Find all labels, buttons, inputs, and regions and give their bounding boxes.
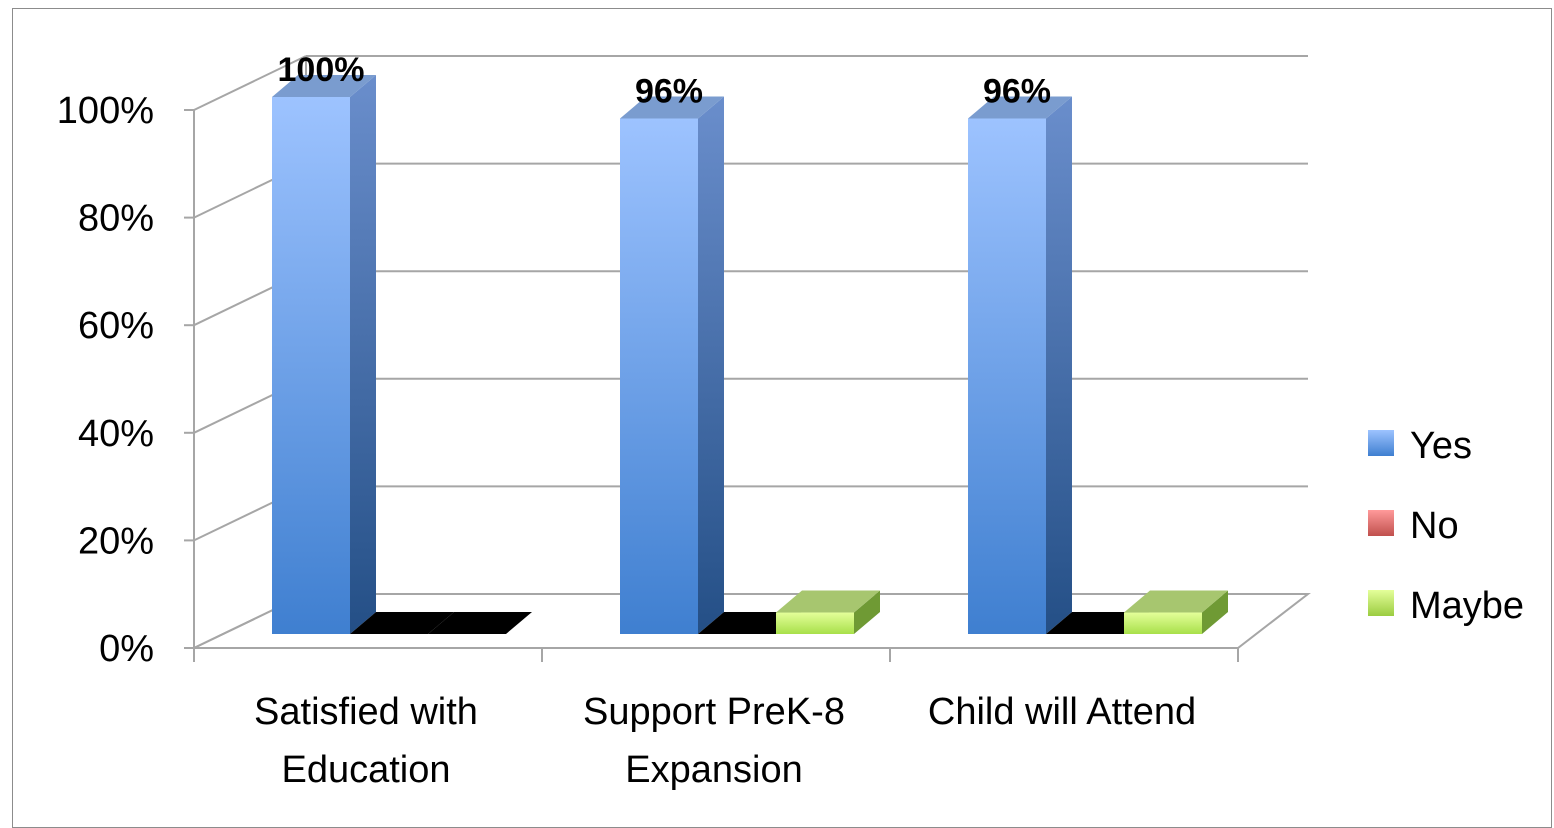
y-tick-label: 80% xyxy=(78,198,154,240)
bar-maybe xyxy=(428,612,532,634)
bar-maybe-side xyxy=(854,590,880,634)
y-tick-label: 40% xyxy=(78,413,154,455)
bar-yes xyxy=(968,118,1046,635)
bar-yes xyxy=(620,118,698,635)
chart-frame xyxy=(12,8,1552,828)
data-labels: 100% 96% 96% xyxy=(278,51,1052,110)
legend-swatch-no xyxy=(1368,510,1394,536)
category-labels: Satisfied with Education Support PreK-8 Exp… xyxy=(254,691,1196,791)
gridlines xyxy=(193,55,1308,649)
legend-label-no: No xyxy=(1410,505,1459,547)
category-label: Child will Attend xyxy=(928,691,1196,733)
y-tick-label: 0% xyxy=(99,628,154,670)
legend-label-maybe: Maybe xyxy=(1410,585,1524,627)
axes xyxy=(184,109,1239,662)
data-label: 100% xyxy=(278,51,365,89)
gridline-side xyxy=(193,55,307,111)
bar-yes-side xyxy=(698,96,724,635)
legend-swatch-maybe xyxy=(1368,590,1394,616)
legend: Yes No Maybe xyxy=(1368,425,1524,627)
bar-yes-side xyxy=(350,75,376,634)
bar-maybe xyxy=(1124,612,1202,634)
data-label: 96% xyxy=(983,72,1051,110)
bar-maybe-top xyxy=(776,590,880,613)
bar-yes-side xyxy=(1046,96,1072,635)
category-label: Education xyxy=(281,749,450,791)
y-axis-tick-labels: 0% 20% 40% 60% 80% 100% xyxy=(57,90,154,670)
bar-yes xyxy=(272,97,350,634)
legend-label-yes: Yes xyxy=(1410,425,1472,467)
bar-no xyxy=(350,612,454,634)
category-label: Expansion xyxy=(625,749,802,791)
y-tick-label: 20% xyxy=(78,520,154,562)
bar-yes-top xyxy=(620,96,724,119)
data-label: 96% xyxy=(635,72,703,110)
bar-maybe xyxy=(776,612,854,634)
bar-maybe-side xyxy=(1202,590,1228,634)
bars xyxy=(272,75,1228,635)
bar-maybe-top xyxy=(1124,590,1228,613)
bar-yes-top xyxy=(968,96,1072,119)
category-label: Satisfied with xyxy=(254,691,478,733)
y-tick-label: 100% xyxy=(57,90,154,132)
legend-swatch-yes xyxy=(1368,430,1394,456)
bar-yes-top xyxy=(272,75,376,97)
category-label: Support PreK-8 xyxy=(583,691,845,733)
y-tick-label: 60% xyxy=(78,305,154,347)
